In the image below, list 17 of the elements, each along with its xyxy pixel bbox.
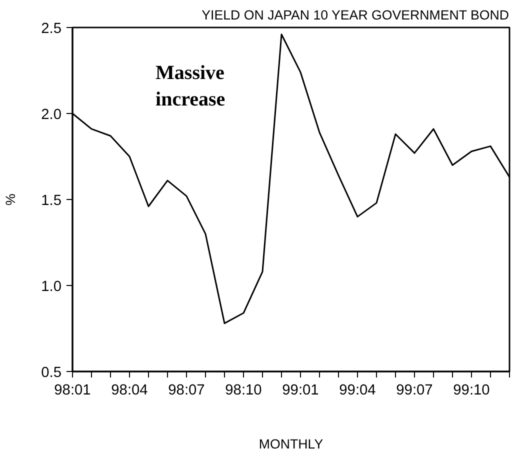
- y-tick-label: 1.5: [41, 193, 62, 209]
- x-tick-label: 99:04: [339, 382, 376, 398]
- y-tick-label: 0.5: [41, 365, 62, 381]
- x-tick-label: 99:10: [453, 382, 490, 398]
- chart-title: YIELD ON JAPAN 10 YEAR GOVERNMENT BOND: [202, 8, 510, 22]
- x-tick-label: 99:01: [282, 382, 319, 398]
- y-tick-label: 2.0: [41, 107, 62, 123]
- annotation: Massive increase: [156, 62, 226, 110]
- x-tick-label: 99:07: [396, 382, 433, 398]
- y-axis-title: %: [3, 193, 18, 206]
- x-tick-label: 98:07: [168, 382, 205, 398]
- x-tick-label: 98:04: [111, 382, 148, 398]
- y-tick-label: 2.5: [41, 21, 62, 37]
- x-axis-title: MONTHLY: [258, 436, 324, 452]
- x-tick-label: 98:01: [54, 382, 91, 398]
- x-tick-label: 98:10: [225, 382, 262, 398]
- y-tick-label: 1.0: [41, 279, 62, 295]
